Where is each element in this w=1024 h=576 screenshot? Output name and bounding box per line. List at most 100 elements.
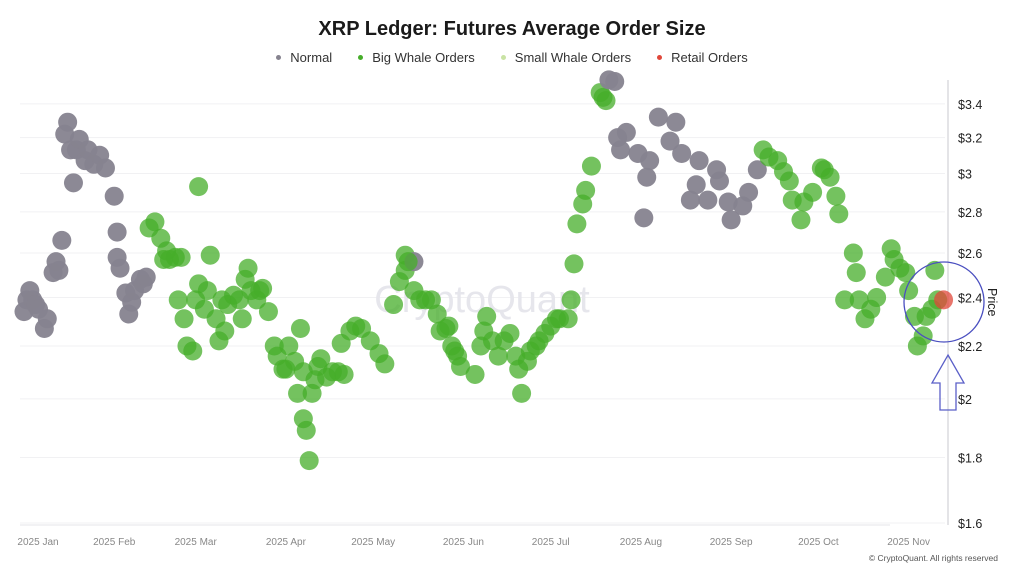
data-point[interactable]	[896, 263, 916, 283]
data-point[interactable]	[747, 160, 767, 180]
data-point[interactable]	[215, 321, 235, 341]
data-point[interactable]	[107, 222, 127, 242]
data-point[interactable]	[718, 192, 738, 212]
data-point[interactable]	[145, 212, 165, 232]
data-point[interactable]	[558, 309, 578, 329]
data-point[interactable]	[58, 112, 78, 132]
copyright-footer: © CryptoQuant. All rights reserved	[868, 553, 998, 563]
y-tick-label: $3.2	[958, 132, 982, 146]
data-point[interactable]	[843, 243, 863, 263]
data-point[interactable]	[110, 258, 130, 278]
legend-item-big-whale[interactable]: Big Whale Orders	[358, 50, 475, 65]
legend-marker	[657, 55, 663, 60]
data-point[interactable]	[567, 214, 587, 234]
data-point[interactable]	[925, 260, 945, 280]
y-tick-label: $1.8	[958, 452, 982, 466]
data-point[interactable]	[680, 190, 700, 210]
data-point[interactable]	[835, 290, 855, 310]
data-point[interactable]	[398, 252, 418, 272]
data-point[interactable]	[95, 158, 115, 178]
legend-marker	[358, 55, 364, 60]
data-point[interactable]	[136, 267, 156, 287]
data-point[interactable]	[439, 316, 459, 336]
data-point[interactable]	[168, 290, 188, 310]
data-point[interactable]	[686, 175, 706, 195]
data-point[interactable]	[174, 309, 194, 329]
data-point[interactable]	[581, 156, 601, 176]
data-point[interactable]	[171, 247, 191, 267]
legend-item-small-whale[interactable]: Small Whale Orders	[500, 50, 631, 65]
data-point[interactable]	[500, 323, 520, 343]
data-point[interactable]	[634, 208, 654, 228]
y-axis-title: Price	[985, 288, 999, 317]
data-point[interactable]	[564, 254, 584, 274]
data-point[interactable]	[238, 258, 258, 278]
data-point[interactable]	[512, 383, 532, 403]
data-point[interactable]	[253, 278, 273, 298]
x-tick-label: 2025 Oct	[798, 537, 839, 548]
legend-item-normal[interactable]: Normal	[276, 50, 332, 65]
y-tick-label: $2.8	[958, 206, 982, 220]
data-point[interactable]	[290, 319, 310, 339]
data-point[interactable]	[296, 420, 316, 440]
data-point[interactable]	[52, 230, 72, 250]
data-point[interactable]	[104, 186, 124, 206]
data-point[interactable]	[826, 186, 846, 206]
data-point[interactable]	[820, 167, 840, 187]
data-point[interactable]	[451, 357, 470, 377]
data-point[interactable]	[63, 173, 83, 193]
data-point[interactable]	[200, 245, 220, 265]
data-point[interactable]	[49, 260, 69, 280]
data-point[interactable]	[739, 182, 759, 202]
data-point[interactable]	[477, 306, 497, 326]
legend: Normal Big Whale Orders Small Whale Orde…	[0, 50, 1024, 65]
data-point[interactable]	[384, 295, 404, 315]
data-point[interactable]	[576, 180, 596, 200]
data-point[interactable]	[232, 309, 252, 329]
data-point[interactable]	[709, 171, 729, 191]
data-point[interactable]	[846, 263, 866, 283]
data-point[interactable]	[660, 131, 680, 151]
data-point[interactable]	[637, 167, 657, 187]
legend-item-retail[interactable]: Retail Orders	[657, 50, 748, 65]
data-point[interactable]	[465, 364, 485, 384]
data-point[interactable]	[616, 122, 636, 142]
data-point[interactable]	[189, 177, 209, 197]
data-point[interactable]	[561, 290, 581, 310]
legend-marker	[500, 55, 506, 60]
data-point[interactable]	[779, 171, 799, 191]
data-point[interactable]	[183, 341, 203, 361]
data-point[interactable]	[37, 309, 57, 329]
data-point[interactable]	[427, 304, 447, 324]
data-point[interactable]	[721, 210, 741, 230]
data-point[interactable]	[829, 204, 849, 224]
data-point[interactable]	[791, 210, 811, 230]
data-point[interactable]	[596, 91, 616, 111]
data-point[interactable]	[672, 143, 692, 163]
data-point[interactable]	[875, 267, 895, 287]
x-tick-label: 2025 Aug	[620, 537, 662, 548]
data-point[interactable]	[611, 140, 631, 160]
data-point[interactable]	[698, 190, 718, 210]
data-point[interactable]	[279, 336, 299, 356]
x-tick-label: 2025 Apr	[266, 537, 307, 548]
data-point[interactable]	[640, 151, 660, 171]
data-point[interactable]	[867, 288, 887, 308]
data-point[interactable]	[288, 383, 308, 403]
data-point[interactable]	[197, 281, 217, 301]
x-tick-label: 2025 Feb	[93, 537, 136, 548]
data-point[interactable]	[258, 302, 278, 322]
data-point[interactable]	[488, 346, 508, 366]
data-point[interactable]	[666, 112, 686, 132]
data-point[interactable]	[334, 364, 354, 384]
data-point[interactable]	[311, 349, 331, 369]
data-point[interactable]	[689, 151, 709, 171]
data-point[interactable]	[605, 71, 625, 91]
data-point[interactable]	[299, 451, 319, 471]
up-arrow-icon	[930, 353, 966, 411]
data-point[interactable]	[375, 354, 395, 374]
data-point[interactable]	[648, 107, 668, 127]
data-point[interactable]	[803, 182, 823, 202]
legend-label: Retail Orders	[671, 50, 748, 65]
data-point[interactable]	[934, 290, 954, 310]
